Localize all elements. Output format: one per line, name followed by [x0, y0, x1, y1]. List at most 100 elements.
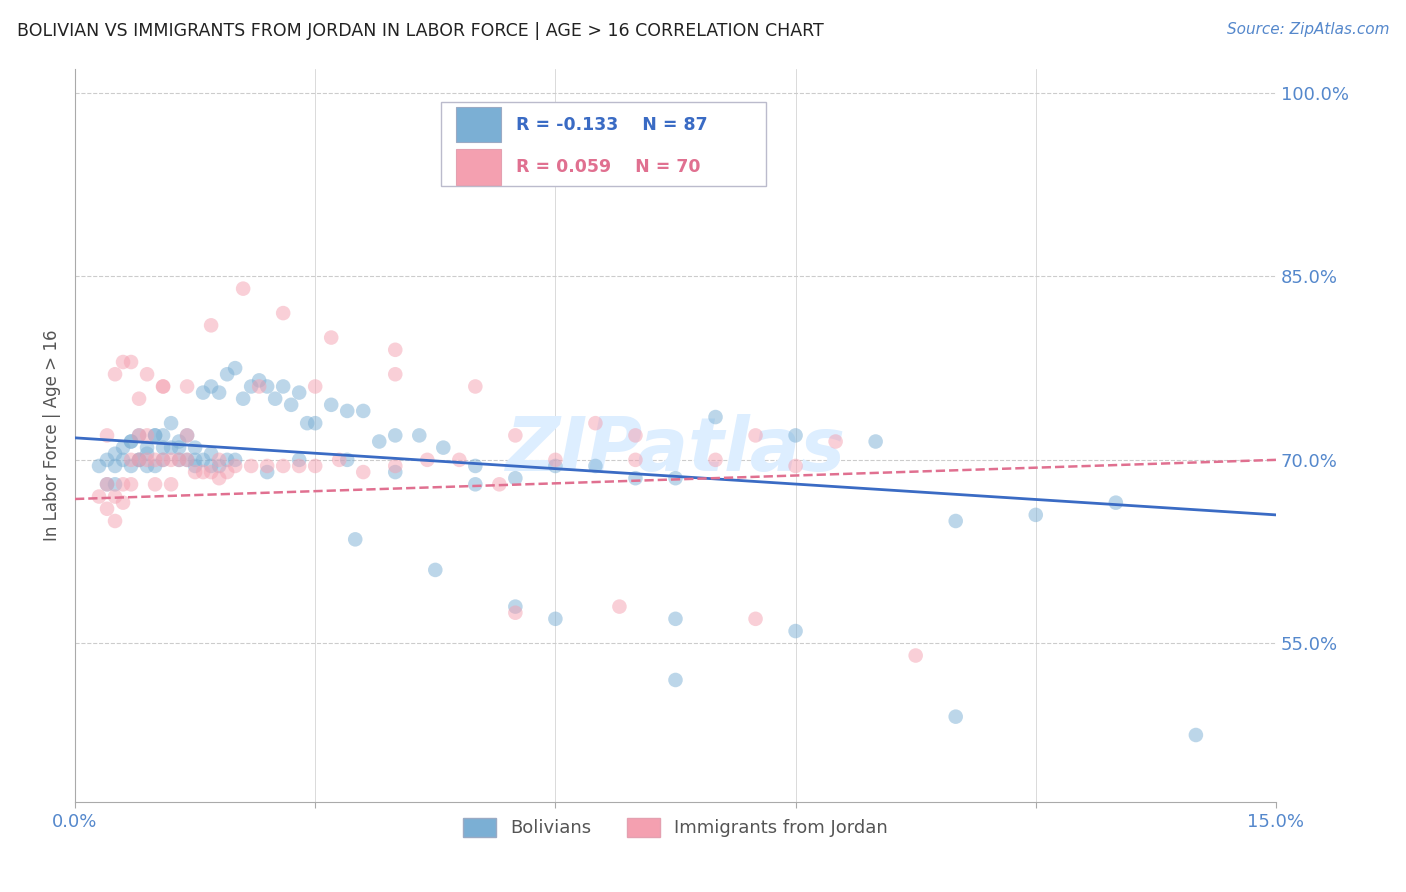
Point	[208, 385, 231, 400]
Point	[160, 416, 183, 430]
Point	[104, 458, 127, 473]
Point	[184, 465, 207, 479]
Text: R = 0.059    N = 70: R = 0.059 N = 70	[516, 158, 700, 176]
FancyBboxPatch shape	[456, 107, 502, 143]
Point	[167, 453, 190, 467]
Point	[328, 453, 350, 467]
Point	[87, 490, 110, 504]
Point	[288, 453, 311, 467]
Point	[583, 458, 606, 473]
Point	[271, 458, 294, 473]
Text: Source: ZipAtlas.com: Source: ZipAtlas.com	[1226, 22, 1389, 37]
Point	[240, 379, 263, 393]
Point	[1105, 496, 1128, 510]
Point	[544, 612, 567, 626]
Point	[271, 306, 294, 320]
Point	[256, 458, 278, 473]
Point	[112, 441, 135, 455]
Point	[128, 428, 150, 442]
Point	[224, 458, 246, 473]
Point	[432, 441, 454, 455]
Point	[945, 709, 967, 723]
Point	[120, 458, 142, 473]
Point	[200, 447, 222, 461]
Point	[167, 441, 190, 455]
Point	[295, 416, 318, 430]
Point	[160, 477, 183, 491]
Point	[184, 458, 207, 473]
Point	[152, 379, 174, 393]
Point	[104, 477, 127, 491]
Point	[583, 416, 606, 430]
Point	[152, 453, 174, 467]
Point	[1185, 728, 1208, 742]
Point	[352, 404, 374, 418]
Point	[464, 458, 486, 473]
Point	[152, 453, 174, 467]
Point	[321, 330, 343, 344]
Point	[224, 361, 246, 376]
Point	[408, 428, 430, 442]
Point	[208, 453, 231, 467]
Point	[184, 453, 207, 467]
Point	[104, 368, 127, 382]
Point	[128, 392, 150, 406]
Point	[96, 501, 118, 516]
Point	[176, 379, 198, 393]
Point	[425, 563, 447, 577]
Text: BOLIVIAN VS IMMIGRANTS FROM JORDAN IN LABOR FORCE | AGE > 16 CORRELATION CHART: BOLIVIAN VS IMMIGRANTS FROM JORDAN IN LA…	[17, 22, 824, 40]
Point	[160, 453, 183, 467]
Point	[217, 465, 239, 479]
Point	[505, 428, 527, 442]
Point	[120, 434, 142, 449]
Point	[136, 453, 159, 467]
Point	[143, 428, 166, 442]
Point	[152, 441, 174, 455]
Text: ZIPatlas: ZIPatlas	[506, 414, 845, 486]
Point	[304, 416, 326, 430]
Point	[785, 428, 807, 442]
Point	[112, 355, 135, 369]
Point	[191, 385, 214, 400]
Point	[280, 398, 302, 412]
Point	[945, 514, 967, 528]
Point	[143, 477, 166, 491]
Point	[304, 458, 326, 473]
Point	[321, 398, 343, 412]
Point	[104, 490, 127, 504]
Point	[505, 599, 527, 614]
Point	[200, 458, 222, 473]
Point	[288, 458, 311, 473]
Point	[104, 447, 127, 461]
Point	[505, 606, 527, 620]
Point	[744, 612, 766, 626]
Point	[544, 453, 567, 467]
Point	[384, 368, 406, 382]
Point	[271, 379, 294, 393]
Point	[336, 453, 359, 467]
Point	[143, 428, 166, 442]
Point	[167, 453, 190, 467]
Point	[200, 379, 222, 393]
Point	[191, 453, 214, 467]
Point	[1025, 508, 1047, 522]
Point	[96, 428, 118, 442]
Point	[112, 453, 135, 467]
Point	[904, 648, 927, 663]
Point	[232, 392, 254, 406]
Point	[247, 373, 270, 387]
Point	[96, 453, 118, 467]
Point	[120, 453, 142, 467]
Point	[191, 465, 214, 479]
Point	[488, 477, 510, 491]
Point	[824, 434, 846, 449]
Point	[416, 453, 439, 467]
FancyBboxPatch shape	[441, 102, 765, 186]
Point	[143, 458, 166, 473]
Point	[224, 453, 246, 467]
Point	[352, 465, 374, 479]
Point	[120, 477, 142, 491]
Point	[384, 343, 406, 357]
Point	[704, 410, 727, 425]
Point	[136, 368, 159, 382]
